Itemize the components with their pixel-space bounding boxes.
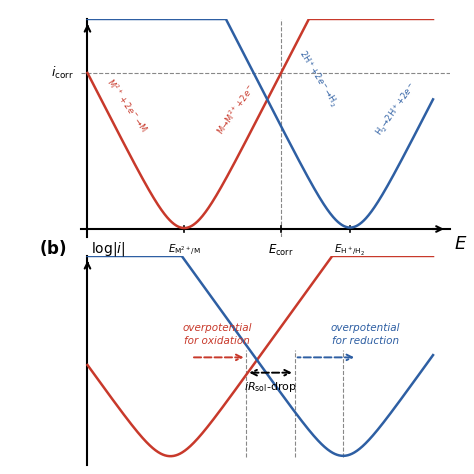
Text: $E_\mathrm{corr}$: $E_\mathrm{corr}$ bbox=[268, 243, 294, 258]
Text: $iR_\mathrm{sol}$-drop: $iR_\mathrm{sol}$-drop bbox=[244, 380, 297, 394]
Text: $i_\mathrm{corr}$: $i_\mathrm{corr}$ bbox=[51, 65, 73, 81]
Text: $\log|i|$: $\log|i|$ bbox=[91, 240, 126, 258]
Text: overpotential
for oxidation: overpotential for oxidation bbox=[182, 323, 252, 346]
Text: $\mathrm{M}^{2+}+2e^-\!\rightarrow\!\mathrm{M}$: $\mathrm{M}^{2+}+2e^-\!\rightarrow\!\mat… bbox=[104, 75, 150, 134]
Text: $E_{\mathrm{H}^+/\mathrm{H}_2}$: $E_{\mathrm{H}^+/\mathrm{H}_2}$ bbox=[335, 243, 366, 258]
Text: $E$: $E$ bbox=[454, 235, 467, 253]
Text: $\mathrm{M}\!\rightarrow\!\mathrm{M}^{2+}\!+\!2e^-$: $\mathrm{M}\!\rightarrow\!\mathrm{M}^{2+… bbox=[214, 81, 258, 137]
Text: overpotential
for reduction: overpotential for reduction bbox=[331, 323, 401, 346]
Text: $E_{\mathrm{M}^{2+}/\mathrm{M}}$: $E_{\mathrm{M}^{2+}/\mathrm{M}}$ bbox=[168, 243, 201, 258]
Text: $\mathbf{(b)}$: $\mathbf{(b)}$ bbox=[39, 238, 67, 258]
Text: $\mathrm{H}_2\!\rightarrow\!2\mathrm{H}^+\!+\!2e^-$: $\mathrm{H}_2\!\rightarrow\!2\mathrm{H}^… bbox=[374, 80, 420, 138]
Text: $2\mathrm{H}^+\!+\!2e^-\!\rightarrow\!\mathrm{H}_2$: $2\mathrm{H}^+\!+\!2e^-\!\rightarrow\!\m… bbox=[295, 48, 340, 109]
